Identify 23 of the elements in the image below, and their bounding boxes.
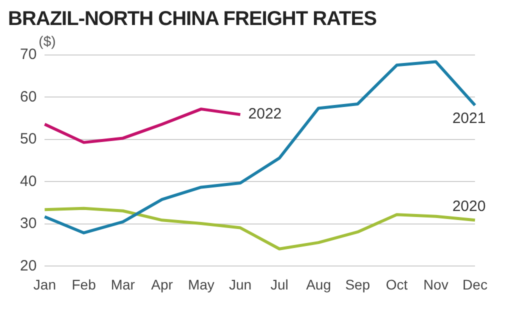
x-tick-label: Nov: [423, 276, 448, 292]
series-label: 2021: [452, 110, 486, 127]
x-tick-label: Aug: [306, 276, 331, 292]
series-label: 2020: [452, 198, 486, 215]
series-label: 2022: [248, 106, 282, 123]
x-tick-label: Feb: [72, 276, 96, 292]
y-tick-label: 70: [20, 46, 37, 64]
y-axis-title: ($): [38, 32, 56, 49]
x-tick-label: Dec: [462, 276, 488, 292]
chart-title: BRAZIL-NORTH CHINA FREIGHT RATES: [8, 8, 378, 31]
x-tick-label: Sep: [345, 276, 370, 292]
y-tick-label: 50: [20, 130, 37, 148]
x-tick-label: Mar: [110, 276, 136, 292]
y-tick-label: 60: [20, 88, 37, 106]
x-tick-label: May: [188, 276, 214, 292]
y-tick-label: 30: [20, 215, 37, 232]
x-tick-label: Apr: [151, 276, 174, 292]
y-tick-label: 20: [20, 257, 37, 274]
x-tick-label: Oct: [386, 276, 408, 292]
x-tick-label: Jun: [228, 276, 252, 292]
x-tick-label: Jan: [33, 276, 56, 292]
y-tick-label: 40: [20, 172, 37, 190]
x-tick-label: Jul: [270, 276, 288, 292]
